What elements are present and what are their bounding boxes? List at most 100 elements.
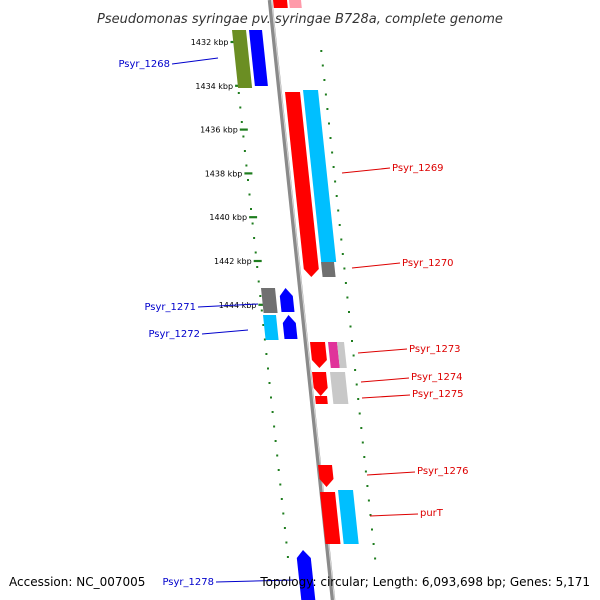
left-track-dot [248,193,251,196]
gene-block-psyr-1268-blue[interactable] [249,30,268,86]
gene-block-top-pink[interactable] [289,0,302,8]
right-track-dot [324,93,327,96]
gene-label-leader [351,262,401,269]
right-track-dot [320,50,323,52]
left-track-dot [256,266,259,268]
right-track-dot [331,151,334,154]
gene-block-psyr-1272-blue[interactable] [282,315,298,339]
left-track-dot [279,483,282,486]
gene-label[interactable]: purT [420,508,444,519]
gene-block-purt-red[interactable] [320,492,341,544]
left-track-dot [283,527,286,529]
right-track-dot [349,325,352,328]
right-track-dot [338,224,341,226]
right-track-dot [374,557,377,560]
track-guide-dots [237,50,377,560]
genome-stats-text: Topology: circular; Length: 6,093,698 bp… [259,575,590,589]
gene-block-psyr-1269-cyan[interactable] [303,90,337,262]
kbp-tick-label: 1438 kbp [205,169,243,178]
left-track-dot [257,280,260,283]
gene-block-psyr-1273-red[interactable] [310,342,327,368]
gene-label[interactable]: Psyr_1268 [118,59,170,70]
left-track-dot [254,251,257,254]
right-track-dot [363,456,366,458]
right-track-dot [335,195,338,197]
right-track-dot [332,166,335,168]
gene-label-leader [360,377,410,383]
gene-label[interactable]: Psyr_1278 [162,577,214,588]
gene-block-purt-cyan[interactable] [338,490,359,544]
gene-block-psyr-1268-olive[interactable] [232,30,253,88]
left-track-dot [282,512,285,515]
gene-block-psyr-1275-red[interactable] [315,396,328,404]
right-track-dot [321,64,324,67]
genome-title: Pseudomonas syringae pv. syringae B728a,… [97,12,503,27]
gene-label[interactable]: Psyr_1274 [411,372,463,383]
kbp-tick-label: 1440 kbp [209,213,247,222]
gene-block-psyr-1274-lightgray[interactable] [330,372,349,404]
left-track-dot [243,150,246,152]
left-track-dot [280,498,283,500]
gene-label-leader [215,579,294,583]
right-track-dot [372,543,375,545]
left-track-dot [271,411,274,413]
right-track-dot [366,485,369,487]
gene-block-psyr-1269-red[interactable] [285,92,319,277]
gene-block-top-red[interactable] [273,0,288,8]
left-track-dot [259,295,262,297]
gene-block-psyr-1271-blue[interactable] [279,288,295,312]
gene-block-psyr-1278[interactable] [296,550,316,600]
right-track-dot [346,296,349,299]
gene-label-leader [357,348,408,354]
right-track-dot [323,79,326,81]
gene-label[interactable]: Psyr_1270 [402,258,454,269]
gene-label[interactable]: Psyr_1271 [144,302,196,313]
gene-label-leader [369,513,419,517]
left-track-dot [277,469,280,471]
right-track-dot [344,282,347,284]
gene-label-leader [201,329,249,335]
kbp-tick-label: 1432 kbp [191,38,229,47]
gene-block-psyr-1273-magenta[interactable] [328,342,340,368]
gene-label-leader [197,303,259,308]
right-track-dot [354,369,357,371]
gene-label-leader [366,471,416,476]
left-track-dot [260,309,263,312]
kbp-tick-label: 1442 kbp [214,257,252,266]
gene-block-psyr-1274-red[interactable] [312,372,328,396]
gene-label-leader [341,167,391,174]
left-track-dot [251,222,254,225]
right-track-dot [357,398,360,400]
gene-block-psyr-1272-cyan[interactable] [263,315,279,340]
left-track-dot [250,208,252,210]
gene-label[interactable]: Psyr_1276 [417,466,469,477]
left-track-dot [285,541,288,544]
left-track-dot [240,121,243,123]
left-track-dot [237,92,240,94]
gene-label[interactable]: Psyr_1273 [409,344,461,355]
right-track-dot [341,253,344,255]
gene-label[interactable]: Psyr_1269 [392,163,444,174]
left-track-dot [273,425,276,428]
left-track-dot [263,338,266,341]
left-track-dot [247,179,249,181]
gene-block-psyr-1276[interactable] [318,465,334,487]
gene-block-psyr-1271-gray[interactable] [261,288,278,313]
gene-labels: Psyr_1268 Psyr_1269 Psyr_1270 Psyr_1271 Psyr… [118,57,469,588]
left-track-dot [265,353,268,355]
gene-label[interactable]: Psyr_1272 [148,329,200,340]
left-track-dot [262,324,265,326]
right-track-dot [334,180,337,183]
gene-block-psyr-1270[interactable] [321,262,336,277]
right-track-dot [328,122,330,125]
right-track-dot [326,108,329,110]
right-track-dot [364,470,367,473]
left-track-dot [253,237,256,239]
right-track-dot [351,340,353,342]
left-track-dot [270,396,272,399]
right-track-dot [358,412,361,415]
gene-label[interactable]: Psyr_1275 [412,389,464,400]
right-track-dot [361,441,364,444]
left-track-dot [242,135,245,138]
gene-block-psyr-1273-lightgray[interactable] [337,342,347,368]
